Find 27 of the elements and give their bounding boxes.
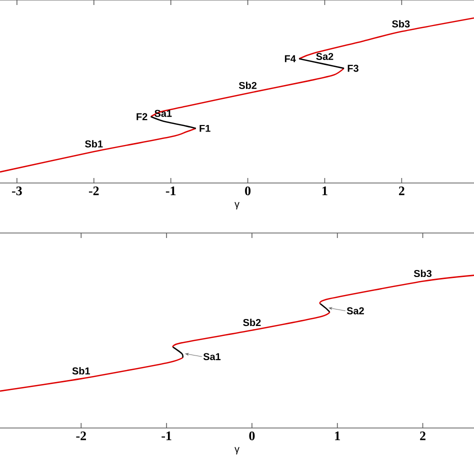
series-label: Sb1 xyxy=(72,367,90,374)
annotation: F1 xyxy=(200,124,210,132)
x-tick-label: -2 xyxy=(88,186,99,196)
series-label: Sb1 xyxy=(85,140,103,148)
series-label: Sb3 xyxy=(392,20,410,28)
x-tick-label: 1 xyxy=(335,432,340,440)
series-label: Sa1 xyxy=(154,110,172,117)
series-label: Sa2 xyxy=(316,52,334,60)
x-tick-label: -3 xyxy=(12,186,22,196)
x-tick-label: 2 xyxy=(420,432,426,440)
series-label: Sa2 xyxy=(346,307,364,314)
x-axis-title: γ xyxy=(234,447,240,454)
x-tick-label: 2 xyxy=(398,186,404,196)
series-label: Sb2 xyxy=(238,82,257,90)
series-label: Sb2 xyxy=(243,318,261,326)
annotation: F3 xyxy=(348,64,358,72)
annotation: F4 xyxy=(284,55,296,62)
series-label: Sb3 xyxy=(414,270,432,278)
annotation: F2 xyxy=(136,113,148,120)
x-tick-label: 0 xyxy=(249,432,255,440)
text: Sa1 xyxy=(203,353,221,360)
x-axis-title: γ xyxy=(234,202,240,210)
x-tick-label: 0 xyxy=(245,186,251,196)
x-tick-label: -2 xyxy=(76,432,86,440)
x-tick-label: -1 xyxy=(162,432,172,440)
x-tick-label: -1 xyxy=(166,186,176,196)
x-tick-label: 1 xyxy=(322,186,328,196)
